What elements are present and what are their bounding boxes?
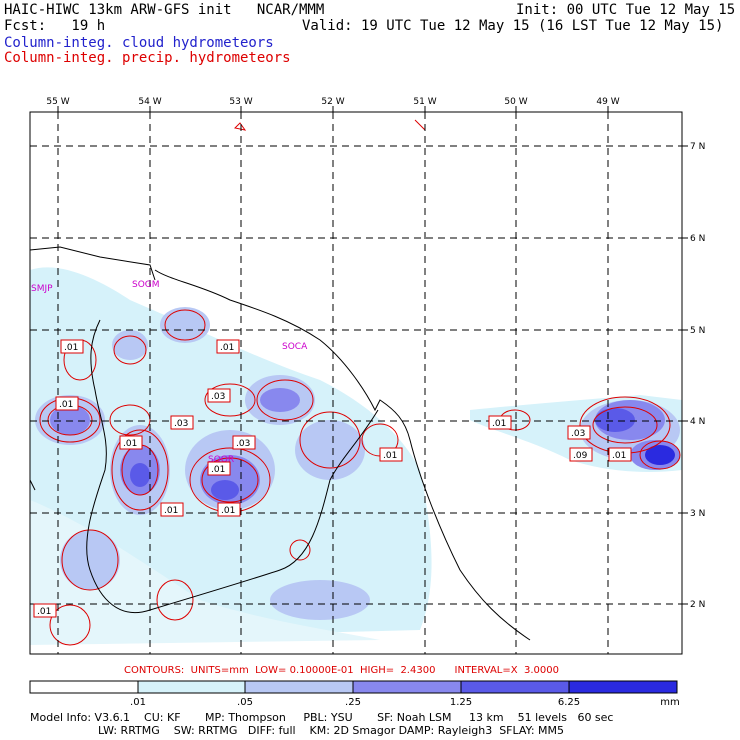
plot-title: HAIC-HIWC 13km ARW-GFS init NCAR/MMM [4,2,325,18]
lon-label: 50 W [504,97,527,107]
contour-label: .03 [174,419,188,429]
colorbar-tick: .01 [130,697,146,708]
contour-label: .01 [211,465,225,475]
contour-label: .01 [59,400,73,410]
contour-label: .01 [220,343,234,353]
contour-label: .01 [164,506,178,516]
colorbar-tick: 6.25 [558,697,580,708]
field-cloud-label: Column-integ. cloud hydrometeors [4,35,274,51]
lat-label: 3 N [690,509,705,519]
contour-label: .01 [221,506,235,516]
contour-label: .01 [383,451,397,461]
model-info-line2: LW: RRTMG SW: RRTMG DIFF: full KM: 2D Sm… [98,724,564,737]
lon-label: 52 W [321,97,344,107]
contour-label: .01 [123,439,137,449]
station-label: SMJP [31,284,53,294]
init-time: Init: 00 UTC Tue 12 May 15 [516,2,736,18]
colorbar-tick: 1.25 [450,697,472,708]
map-frame [29,111,683,655]
lat-label: 7 N [690,142,705,152]
contour-label: .01 [37,607,51,617]
lon-label: 55 W [46,97,69,107]
lat-label: 5 N [690,326,705,336]
grid-lines [30,112,682,654]
contour-label: .03 [571,429,585,439]
contour-value-labels: .01 .01 .01 .03 .03 .03 .01 .01 .01 .01 … [33,339,632,618]
lon-label: 53 W [229,97,252,107]
lat-label: 2 N [690,600,705,610]
station-label: SOCA [282,342,308,352]
field-precip-label: Column-integ. precip. hydrometeors [4,50,291,66]
contour-label: .03 [236,439,250,449]
coastline [30,246,531,641]
contour-label: .09 [573,451,588,461]
lat-label: 6 N [690,234,705,244]
contour-label: .01 [612,451,626,461]
contour-label: .01 [64,343,78,353]
tick-marks [57,106,688,605]
contour-label: .03 [211,392,225,402]
colorbar-tick: .05 [237,697,253,708]
valid-time: Valid: 19 UTC Tue 12 May 15 (16 LST Tue … [302,18,724,34]
colorbar-tick: .25 [345,697,361,708]
colorbar-unit: mm [660,697,679,708]
station-label: SOOR [208,455,234,465]
lat-label: 4 N [690,417,705,427]
lon-label: 49 W [596,97,619,107]
colorbar [29,680,678,694]
model-info-line1: Model Info: V3.6.1 CU: KF MP: Thompson P… [30,711,614,724]
contour-label: .01 [492,419,506,429]
contours-info: CONTOURS: UNITS=mm LOW= 0.10000E-01 HIGH… [124,665,559,676]
lon-label: 51 W [413,97,436,107]
forecast-hour: Fcst: 19 h [4,18,106,34]
precip-contours [39,119,681,646]
lon-label: 54 W [138,97,161,107]
station-label: SOGM [132,280,160,290]
